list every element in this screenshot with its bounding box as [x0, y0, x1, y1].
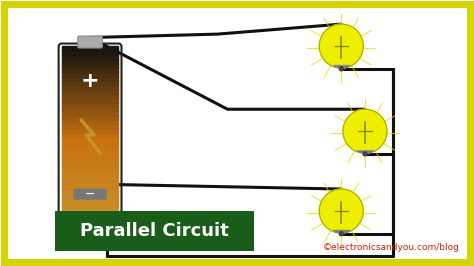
FancyBboxPatch shape — [78, 36, 102, 48]
Text: +: + — [81, 71, 100, 91]
Bar — [62, 128, 118, 133]
Text: −: − — [85, 188, 95, 201]
Polygon shape — [357, 151, 373, 152]
Bar — [62, 167, 118, 172]
Bar — [62, 136, 118, 142]
Bar — [62, 115, 118, 120]
Bar — [62, 180, 118, 185]
Bar — [62, 210, 118, 215]
Bar — [62, 184, 118, 189]
Bar — [55, 211, 254, 251]
Polygon shape — [333, 65, 349, 67]
Bar — [62, 197, 118, 202]
Ellipse shape — [63, 209, 125, 222]
Bar — [62, 132, 118, 137]
Bar — [62, 175, 118, 181]
Bar — [62, 162, 118, 168]
Circle shape — [363, 152, 367, 156]
Bar — [62, 158, 118, 163]
Bar — [62, 93, 118, 98]
Bar — [62, 106, 118, 111]
Bar — [62, 145, 118, 150]
FancyBboxPatch shape — [73, 189, 107, 200]
Circle shape — [339, 67, 343, 71]
Bar — [62, 72, 118, 77]
Circle shape — [319, 189, 363, 233]
Bar — [62, 45, 118, 51]
Bar — [62, 205, 118, 211]
Bar — [62, 110, 118, 116]
Polygon shape — [333, 230, 349, 232]
Bar — [62, 89, 118, 94]
Bar — [62, 214, 118, 219]
Bar — [62, 102, 118, 107]
Circle shape — [343, 109, 387, 153]
Bar — [62, 149, 118, 155]
Bar — [62, 171, 118, 176]
Circle shape — [339, 232, 343, 236]
Bar — [62, 193, 118, 198]
Bar — [62, 59, 118, 64]
Bar — [62, 84, 118, 90]
Text: ©electronicsandyou.com/blog: ©electronicsandyou.com/blog — [323, 243, 460, 252]
Bar — [62, 54, 118, 60]
Bar — [62, 201, 118, 206]
Bar — [62, 119, 118, 124]
Bar — [62, 76, 118, 81]
Text: Parallel Circuit: Parallel Circuit — [80, 222, 228, 240]
Bar — [62, 50, 118, 55]
Bar — [62, 97, 118, 103]
Bar — [62, 80, 118, 85]
Bar — [62, 123, 118, 129]
Bar — [62, 141, 118, 146]
Bar — [62, 63, 118, 68]
Circle shape — [319, 24, 363, 68]
Bar — [62, 67, 118, 72]
Bar — [62, 188, 118, 194]
Bar — [62, 153, 118, 159]
